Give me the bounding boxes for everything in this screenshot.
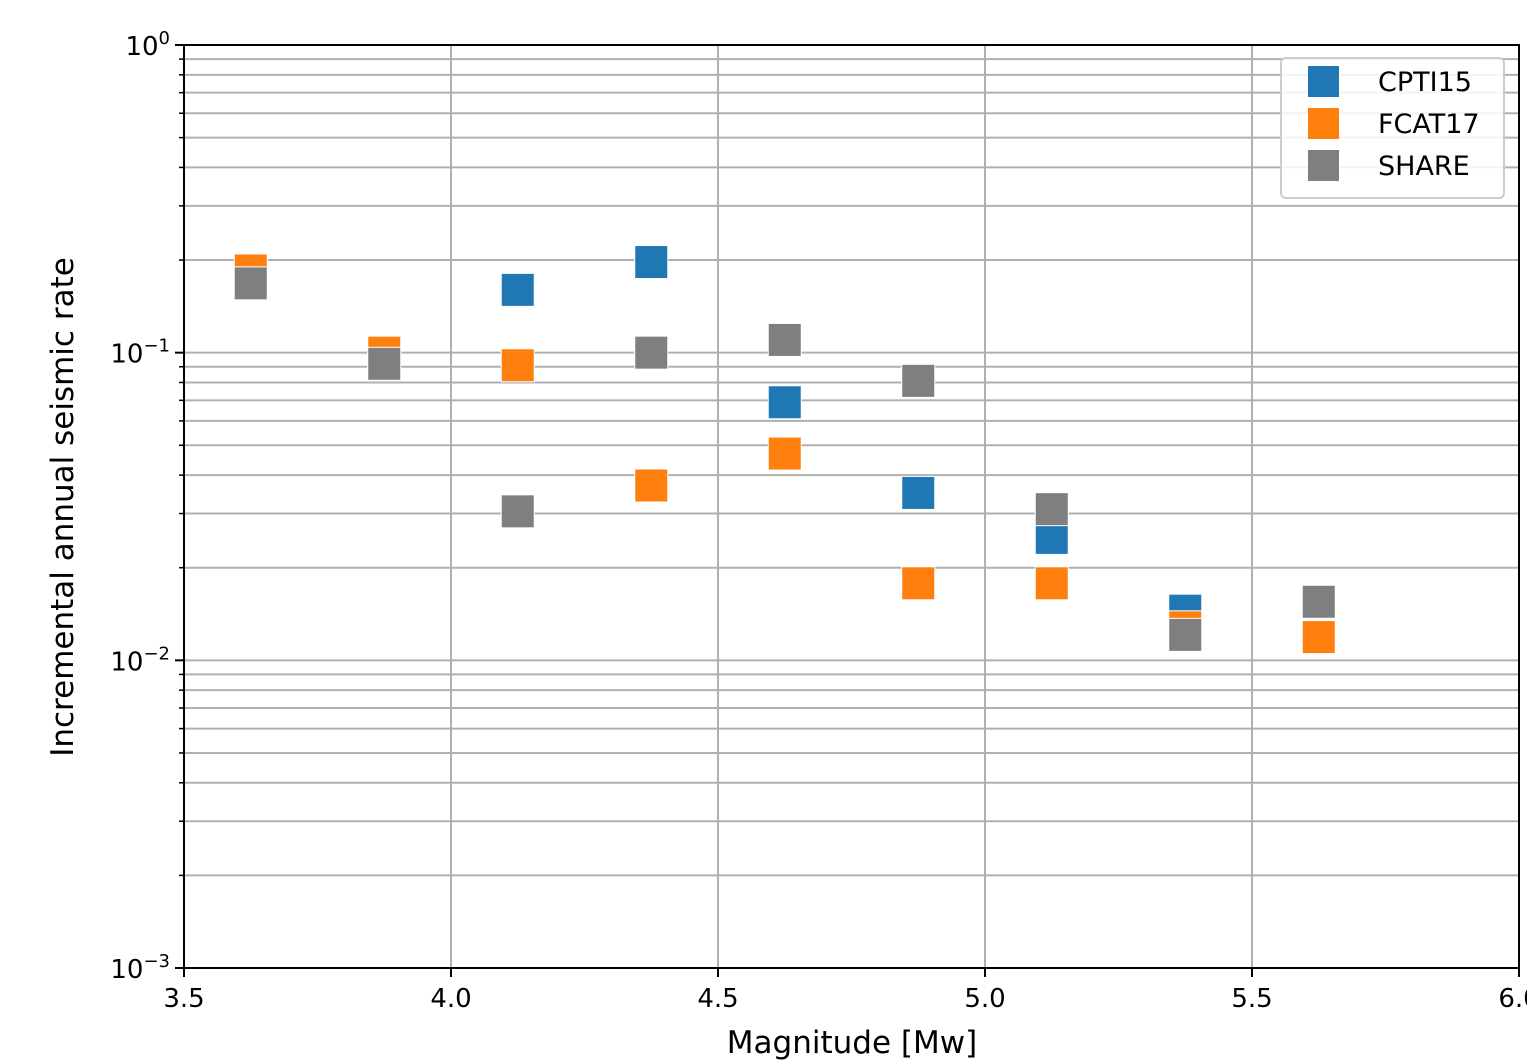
legend-swatch	[1308, 108, 1339, 139]
x-tick-label: 5.5	[1231, 984, 1272, 1014]
data-point-share	[901, 363, 936, 398]
data-point-fcat17	[1301, 620, 1336, 655]
data-point-share	[367, 346, 402, 381]
data-point-cpti15	[500, 272, 535, 307]
x-tick-label: 4.5	[697, 984, 738, 1014]
legend-swatch	[1308, 66, 1339, 97]
data-point-cpti15	[1034, 520, 1069, 555]
axis-ticks: 3.5 4.0 4.5 5.0 5.5 6.0 100 10−1 10−2 10−3	[110, 28, 1527, 1014]
data-point-fcat17	[901, 566, 936, 601]
y-tick-label: 10−2	[110, 643, 170, 677]
legend: CPTI15 FCAT17 SHARE	[1280, 57, 1505, 199]
data-point-cpti15	[634, 245, 669, 280]
data-point-share	[767, 322, 802, 357]
y-axis-label: Incremental annual seismic rate	[45, 257, 81, 757]
data-point-fcat17	[500, 348, 535, 383]
x-tick-label: 5.0	[964, 984, 1005, 1014]
data-point-share	[634, 335, 669, 370]
data-markers	[233, 245, 1336, 655]
data-point-fcat17	[634, 468, 669, 503]
data-point-share	[233, 266, 268, 301]
data-point-cpti15	[901, 475, 936, 510]
y-tick-label: 100	[125, 28, 170, 62]
x-tick-label: 6.0	[1498, 984, 1527, 1014]
x-tick-label: 3.5	[163, 984, 204, 1014]
data-point-share	[500, 494, 535, 529]
data-point-share	[1034, 492, 1069, 527]
legend-swatch	[1308, 150, 1339, 181]
x-axis-label: Magnitude [Mw]	[727, 1025, 977, 1061]
x-tick-label: 4.0	[430, 984, 471, 1014]
legend-label: FCAT17	[1378, 109, 1480, 140]
data-point-cpti15	[767, 385, 802, 420]
data-point-fcat17	[1034, 566, 1069, 601]
y-tick-label: 10−1	[110, 336, 170, 370]
legend-label: SHARE	[1378, 151, 1470, 182]
legend-label: CPTI15	[1378, 67, 1472, 98]
grid	[183, 44, 1520, 969]
data-point-share	[1301, 584, 1336, 619]
y-tick-label: 10−3	[110, 951, 170, 985]
plot-frame	[183, 44, 1520, 969]
data-point-share	[1168, 617, 1203, 652]
data-point-fcat17	[767, 436, 802, 471]
